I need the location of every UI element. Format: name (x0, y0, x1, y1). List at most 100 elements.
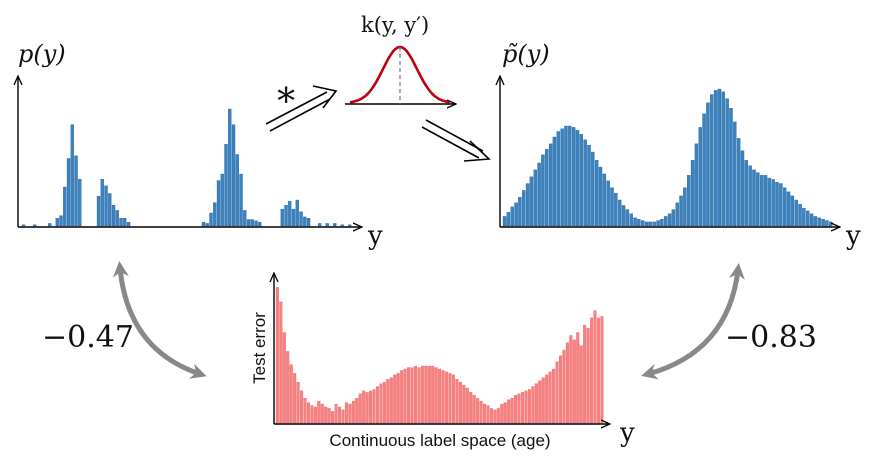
bar (637, 218, 641, 227)
bar (289, 364, 293, 424)
bar (293, 373, 297, 424)
bar (514, 202, 518, 227)
bar (514, 395, 518, 424)
bar (123, 218, 127, 227)
bar (348, 224, 352, 227)
bar (462, 384, 466, 424)
bar (500, 403, 504, 424)
bar (552, 136, 557, 227)
bar (63, 186, 67, 227)
bar (320, 403, 324, 424)
bar (510, 206, 514, 227)
bar (483, 403, 487, 424)
bar (525, 183, 530, 227)
bar (564, 125, 568, 227)
bar (541, 154, 545, 227)
bar (660, 218, 664, 227)
bar (324, 406, 328, 424)
bar (729, 108, 733, 227)
bar (111, 205, 116, 227)
bar (533, 169, 537, 227)
bar (220, 173, 224, 227)
bar (372, 389, 376, 424)
bar (358, 393, 362, 424)
error-y-label: Test error (250, 312, 269, 384)
bar (562, 349, 566, 424)
bar (386, 379, 390, 424)
bar (489, 408, 493, 424)
bar (455, 379, 459, 424)
bar (351, 400, 355, 424)
bar (306, 218, 311, 227)
bar (303, 216, 307, 227)
bar (427, 365, 431, 424)
bar (671, 209, 676, 227)
bar (579, 134, 584, 227)
bar (362, 390, 366, 424)
bar (598, 166, 603, 227)
bar (313, 406, 317, 424)
bar (469, 392, 473, 424)
bar (216, 180, 221, 227)
bar (458, 381, 462, 424)
bar (740, 150, 745, 227)
bar (288, 201, 292, 227)
bar (675, 202, 679, 227)
error-x-label: Continuous label space (age) (329, 431, 550, 450)
bar (369, 390, 373, 424)
bar (389, 377, 393, 424)
bar (126, 221, 131, 227)
smoothed-distribution-plot: p̃(y) y (500, 40, 861, 251)
bar (104, 185, 108, 227)
label-p-y: p(y) (18, 40, 66, 68)
bar (534, 383, 538, 424)
bar (558, 355, 563, 424)
bar (21, 224, 26, 227)
bar (299, 211, 303, 227)
bar (310, 405, 314, 424)
bar (296, 381, 300, 424)
bar (710, 94, 714, 227)
right-correlation-arrow (641, 263, 745, 380)
bar (375, 386, 380, 424)
bar (518, 197, 522, 227)
label-kernel: k(y, y′) (361, 13, 429, 37)
bar (300, 390, 304, 424)
bar (702, 113, 706, 227)
bar (593, 310, 597, 424)
bar (74, 155, 78, 227)
bar (325, 223, 329, 227)
bar (201, 221, 206, 227)
bar (382, 381, 386, 424)
bar (556, 131, 561, 227)
bar (33, 224, 37, 227)
bar (78, 179, 82, 227)
bar (503, 402, 507, 424)
bar (614, 192, 618, 227)
bar (798, 203, 802, 227)
bar (571, 127, 576, 227)
bar (246, 219, 251, 227)
bar (537, 162, 541, 227)
bar (560, 128, 564, 227)
bar (640, 220, 645, 227)
bar (441, 370, 445, 424)
bar (576, 332, 580, 424)
bar (100, 179, 104, 227)
bar (594, 160, 599, 227)
bar (694, 143, 699, 227)
bar (568, 125, 572, 227)
bar (250, 219, 254, 227)
bar (317, 400, 321, 424)
bar (687, 175, 691, 227)
bar (763, 175, 768, 227)
bar (115, 210, 119, 227)
bar (465, 387, 469, 424)
bar (527, 389, 531, 424)
bar (318, 223, 322, 227)
bar (420, 365, 424, 424)
label-p-tilde-y: p̃(y) (502, 40, 550, 68)
bar (413, 365, 418, 424)
bar (617, 199, 622, 227)
bar (393, 374, 397, 424)
